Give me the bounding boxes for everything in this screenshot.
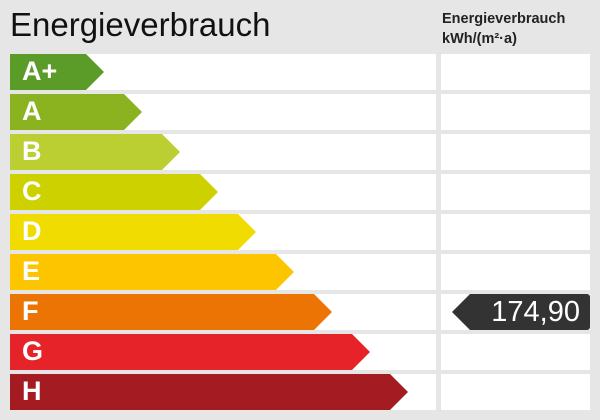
- class-label: A+: [22, 56, 58, 86]
- value-cell: [441, 254, 590, 290]
- class-row-b: B: [10, 134, 436, 170]
- class-row-e: E: [10, 254, 436, 290]
- class-bar: G: [10, 334, 370, 370]
- class-label: E: [22, 256, 41, 286]
- class-bar: A: [10, 94, 142, 130]
- class-row-aplus: A+: [10, 54, 436, 90]
- unit-header-line2: kWh/(m²·a): [442, 31, 517, 47]
- class-label: D: [22, 216, 42, 246]
- class-row-c: C: [10, 174, 436, 210]
- class-bar: C: [10, 174, 218, 210]
- value-cell: [441, 94, 590, 130]
- class-label: B: [22, 136, 42, 166]
- value-cell: [441, 334, 590, 370]
- label-title: Energieverbrauch: [10, 6, 271, 43]
- class-row-h: H: [10, 374, 436, 410]
- class-row-g: G: [10, 334, 436, 370]
- value-marker: 174,90: [452, 294, 590, 330]
- value-text: 174,90: [491, 296, 580, 328]
- class-label: F: [22, 296, 39, 326]
- value-cell: 174,90: [441, 294, 590, 330]
- class-bar: B: [10, 134, 180, 170]
- unit-header: Energieverbrauch kWh/(m²·a): [442, 9, 565, 49]
- unit-header-line1: Energieverbrauch: [442, 11, 566, 27]
- class-row-f: F: [10, 294, 436, 330]
- class-bar: A+: [10, 54, 104, 90]
- class-row-d: D: [10, 214, 436, 250]
- value-cell: [441, 174, 590, 210]
- class-bar: F: [10, 294, 332, 330]
- value-cell: [441, 374, 590, 410]
- class-label: A: [22, 96, 42, 126]
- class-label: H: [22, 376, 42, 406]
- class-bar: H: [10, 374, 408, 410]
- class-bar: E: [10, 254, 294, 290]
- class-bar: D: [10, 214, 256, 250]
- class-label: C: [22, 176, 42, 206]
- value-cell: [441, 214, 590, 250]
- class-row-a: A: [10, 94, 436, 130]
- value-cell: [441, 54, 590, 90]
- class-label: G: [22, 336, 44, 366]
- value-cell: [441, 134, 590, 170]
